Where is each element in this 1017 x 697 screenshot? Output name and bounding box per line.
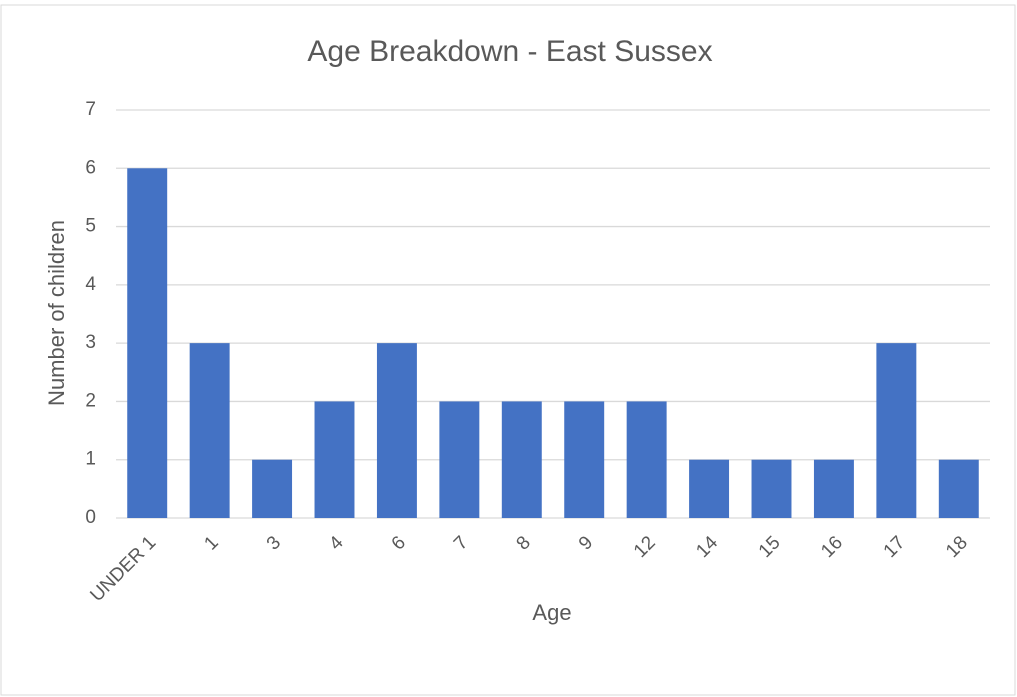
y-tick-label: 3 <box>85 332 96 353</box>
bar <box>626 401 667 518</box>
y-tick-label: 6 <box>85 157 96 178</box>
bar <box>189 343 230 518</box>
bar <box>439 401 480 518</box>
bar <box>376 343 417 518</box>
bar <box>127 168 168 519</box>
bar <box>564 401 605 518</box>
y-tick-label: 1 <box>85 449 96 470</box>
chart-title: Age Breakdown - East Sussex <box>307 35 712 68</box>
y-axis-label: Number of children <box>44 220 69 406</box>
y-tick-label: 4 <box>85 274 96 295</box>
y-tick-label: 5 <box>85 216 96 237</box>
bar <box>501 401 542 518</box>
bar <box>813 459 854 518</box>
bar <box>751 459 792 518</box>
chart-frame <box>0 4 1016 696</box>
bar <box>938 459 979 518</box>
bar <box>689 459 730 518</box>
y-tick-label: 0 <box>85 507 96 528</box>
x-axis-label: Age <box>532 600 571 625</box>
y-tick-label: 2 <box>85 390 96 411</box>
bar <box>314 401 355 518</box>
y-tick-label: 7 <box>85 99 96 120</box>
bar <box>876 343 917 518</box>
bar <box>252 459 293 518</box>
